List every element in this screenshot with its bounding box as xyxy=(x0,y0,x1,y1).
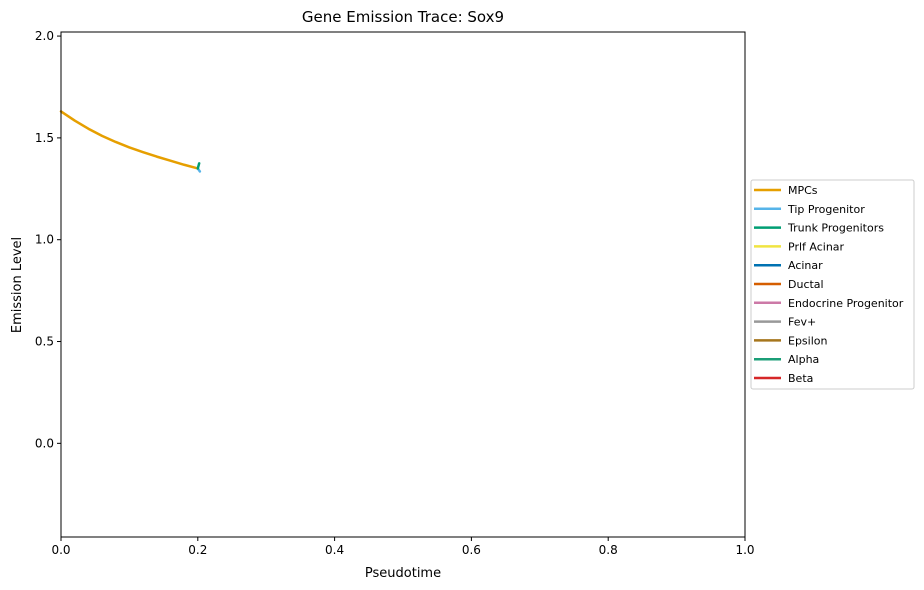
series-line-trunk-progenitors xyxy=(196,162,201,170)
chart-title: Gene Emission Trace: Sox9 xyxy=(302,8,504,26)
x-tick-label: 0.0 xyxy=(51,543,70,557)
y-axis: 0.0 0.5 1.0 1.5 2.0 xyxy=(35,29,61,450)
y-tick-label: 1.5 xyxy=(35,131,54,145)
series-layer xyxy=(59,110,202,173)
legend-label: Acinar xyxy=(788,259,823,272)
y-axis-label: Emission Level xyxy=(10,237,25,333)
x-axis: 0.0 0.2 0.4 0.6 0.8 1.0 xyxy=(51,537,755,557)
legend-label: Ductal xyxy=(788,278,824,291)
y-tick-label: 1.0 xyxy=(35,233,54,247)
legend-label: Prlf Acinar xyxy=(788,240,845,253)
y-tick-label: 2.0 xyxy=(35,29,54,43)
y-tick-label: 0.0 xyxy=(35,436,54,450)
legend-label: Alpha xyxy=(788,353,819,366)
x-tick-label: 0.4 xyxy=(325,543,344,557)
legend-label: Endocrine Progenitor xyxy=(788,297,904,310)
legend-label: Beta xyxy=(788,372,813,385)
legend: MPCs Tip Progenitor Trunk Progenitors Prlf … xyxy=(750,179,915,390)
plot-frame xyxy=(60,31,746,538)
series-line-mpcs xyxy=(59,110,200,170)
legend-label: Fev+ xyxy=(788,316,816,329)
x-tick-label: 1.0 xyxy=(735,543,754,557)
legend-frame xyxy=(750,179,915,390)
legend-label: Tip Progenitor xyxy=(787,203,865,216)
x-tick-label: 0.2 xyxy=(188,543,207,557)
x-axis-label: Pseudotime xyxy=(365,566,441,581)
x-tick-label: 0.8 xyxy=(599,543,618,557)
legend-label: Epsilon xyxy=(788,334,828,347)
x-tick-label: 0.6 xyxy=(462,543,481,557)
y-tick-label: 0.5 xyxy=(35,335,54,349)
legend-label: MPCs xyxy=(788,184,818,197)
legend-label: Trunk Progenitors xyxy=(787,222,884,235)
